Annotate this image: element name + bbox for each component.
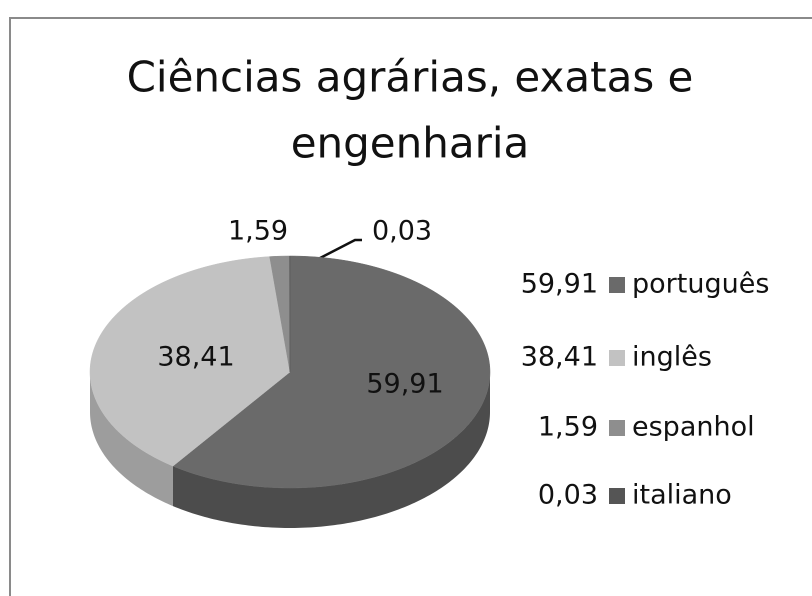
legend-label: espanhol [632,412,755,443]
legend-label: inglês [632,342,712,373]
pie-slice [172,255,491,489]
pie-slice [89,256,291,467]
chart-title: engenharia [291,119,530,168]
data-label: 38,41 [157,342,234,373]
legend-value: 38,41 [521,342,598,373]
legend-swatch [609,488,625,504]
legend-swatch [609,350,625,366]
legend-value: 59,91 [521,269,598,300]
chart-title: Ciências agrárias, exatas e [127,53,694,102]
legend-swatch [609,420,625,436]
pie-side [90,372,173,507]
data-label: 0,03 [372,216,432,247]
legend-value: 1,59 [538,412,598,443]
legend-label: italiano [632,480,732,511]
legend-label: português [632,269,769,300]
chart-frame [9,17,812,596]
pie-side [172,372,491,528]
legend-value: 0,03 [538,480,598,511]
legend-swatch [609,277,625,293]
data-label: 59,91 [366,369,443,400]
data-label: 1,59 [228,216,288,247]
pie-slice [269,255,291,373]
